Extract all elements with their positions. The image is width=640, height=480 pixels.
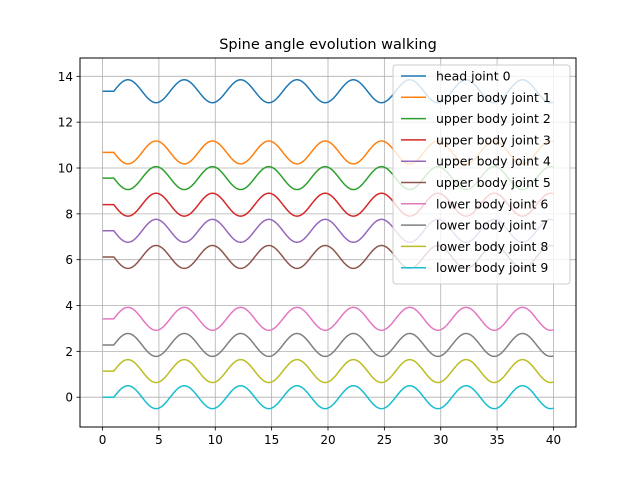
legend-label: head joint 0: [436, 69, 511, 84]
x-tick-label: 15: [264, 433, 279, 447]
legend-label: lower body joint 9: [436, 260, 548, 275]
series-line-9: [102, 384, 554, 410]
y-tick-label: 2: [65, 345, 73, 359]
legend-label: upper body joint 5: [436, 175, 551, 190]
x-tick-label: 0: [99, 433, 107, 447]
legend-label: lower body joint 8: [436, 239, 548, 254]
y-tick-label: 8: [65, 207, 73, 221]
series-line-6: [102, 306, 554, 332]
y-tick-label: 6: [65, 253, 73, 267]
chart-title: Spine angle evolution walking: [219, 37, 437, 53]
legend-label: upper body joint 2: [436, 111, 551, 126]
x-tick-label: 25: [377, 433, 392, 447]
x-tick-label: 20: [320, 433, 335, 447]
y-tick-label: 10: [58, 162, 73, 176]
y-tick-label: 0: [65, 391, 73, 405]
series-line-8: [102, 358, 554, 384]
legend-label: upper body joint 4: [436, 154, 551, 169]
x-tick-label: 5: [155, 433, 163, 447]
legend-label: upper body joint 1: [436, 90, 551, 105]
legend-label: lower body joint 7: [436, 218, 548, 233]
y-axis: 0 2 4 6 8 10 12 14: [58, 70, 80, 405]
x-tick-label: 30: [433, 433, 448, 447]
legend-label: lower body joint 6: [436, 196, 548, 211]
legend-label: upper body joint 3: [436, 132, 551, 147]
y-tick-label: 4: [65, 299, 73, 313]
x-tick-label: 10: [208, 433, 223, 447]
x-tick-label: 35: [489, 433, 504, 447]
x-axis: 0 5 10 15 20 25 30 35 40: [99, 427, 561, 447]
legend-box: [392, 64, 571, 285]
y-tick-label: 14: [58, 70, 73, 84]
x-tick-label: 40: [546, 433, 561, 447]
y-tick-label: 12: [58, 116, 73, 130]
series-line-7: [102, 332, 554, 358]
legend: head joint 0 upper body joint 1 upper body…: [392, 64, 571, 285]
